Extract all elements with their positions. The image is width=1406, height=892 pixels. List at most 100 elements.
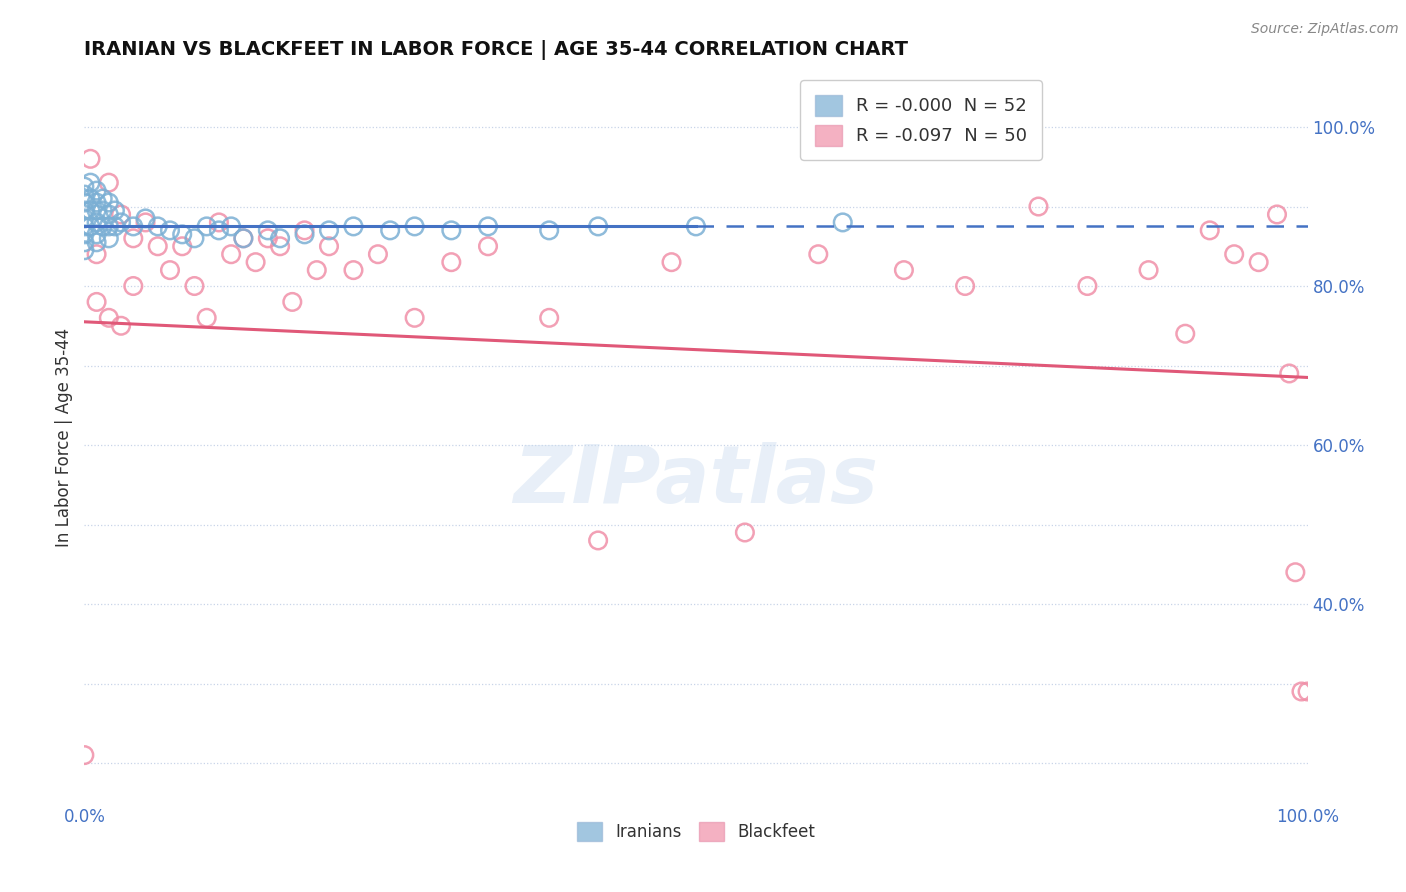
Point xyxy=(104,219,127,234)
Point xyxy=(1278,367,1301,381)
Point xyxy=(807,247,830,261)
Point xyxy=(1198,223,1220,237)
Point xyxy=(281,294,304,309)
Point xyxy=(122,231,145,245)
Point xyxy=(86,195,108,210)
Point xyxy=(97,219,120,234)
Point xyxy=(232,231,254,245)
Point xyxy=(122,279,145,293)
Point xyxy=(97,195,120,210)
Point xyxy=(245,255,267,269)
Point xyxy=(1076,279,1098,293)
Point xyxy=(404,310,426,325)
Point xyxy=(380,223,402,237)
Point xyxy=(97,176,120,190)
Point xyxy=(1223,247,1246,261)
Point xyxy=(73,195,96,210)
Point xyxy=(1284,566,1306,580)
Point xyxy=(86,184,108,198)
Point xyxy=(257,231,280,245)
Point xyxy=(269,231,291,245)
Point xyxy=(477,239,499,253)
Point xyxy=(477,219,499,234)
Point xyxy=(73,227,96,242)
Point xyxy=(1247,255,1270,269)
Y-axis label: In Labor Force | Age 35-44: In Labor Force | Age 35-44 xyxy=(55,327,73,547)
Point xyxy=(893,263,915,277)
Point xyxy=(318,223,340,237)
Point xyxy=(661,255,683,269)
Point xyxy=(1137,263,1160,277)
Point xyxy=(159,263,181,277)
Point xyxy=(172,239,194,253)
Point xyxy=(135,215,157,229)
Point xyxy=(831,215,853,229)
Point xyxy=(232,231,254,245)
Point xyxy=(97,207,120,221)
Point xyxy=(305,263,328,277)
Point xyxy=(1291,684,1313,698)
Point xyxy=(195,310,218,325)
Point xyxy=(79,203,101,218)
Point xyxy=(104,203,127,218)
Point xyxy=(110,318,132,333)
Point xyxy=(318,239,340,253)
Point xyxy=(73,748,96,763)
Point xyxy=(122,219,145,234)
Point xyxy=(86,215,108,229)
Point xyxy=(86,203,108,218)
Point xyxy=(73,187,96,202)
Point xyxy=(86,247,108,261)
Point xyxy=(86,227,108,242)
Point xyxy=(404,219,426,234)
Point xyxy=(73,219,96,234)
Legend: Iranians, Blackfeet: Iranians, Blackfeet xyxy=(569,814,823,849)
Point xyxy=(208,215,231,229)
Point xyxy=(1174,326,1197,341)
Point xyxy=(219,247,242,261)
Point xyxy=(440,255,463,269)
Point xyxy=(97,231,120,245)
Point xyxy=(146,239,169,253)
Point xyxy=(294,223,316,237)
Point xyxy=(440,223,463,237)
Point xyxy=(538,223,561,237)
Point xyxy=(195,219,218,234)
Point xyxy=(257,223,280,237)
Point xyxy=(183,231,205,245)
Point xyxy=(342,263,364,277)
Point xyxy=(79,219,101,234)
Point xyxy=(586,219,609,234)
Point xyxy=(172,227,194,242)
Point xyxy=(146,219,169,234)
Point xyxy=(294,227,316,242)
Point xyxy=(91,219,114,234)
Point xyxy=(734,525,756,540)
Point xyxy=(159,223,181,237)
Point xyxy=(73,244,96,258)
Point xyxy=(110,215,132,229)
Point xyxy=(586,533,609,548)
Point xyxy=(1296,684,1319,698)
Point xyxy=(367,247,389,261)
Point xyxy=(110,207,132,221)
Point xyxy=(342,219,364,234)
Point xyxy=(1028,200,1050,214)
Point xyxy=(183,279,205,293)
Point xyxy=(73,235,96,250)
Text: ZIPatlas: ZIPatlas xyxy=(513,442,879,520)
Point xyxy=(135,211,157,226)
Point xyxy=(73,203,96,218)
Point xyxy=(219,219,242,234)
Point xyxy=(79,152,101,166)
Text: Source: ZipAtlas.com: Source: ZipAtlas.com xyxy=(1251,22,1399,37)
Point xyxy=(685,219,707,234)
Point xyxy=(79,176,101,190)
Point xyxy=(208,223,231,237)
Point xyxy=(86,294,108,309)
Point xyxy=(269,239,291,253)
Point xyxy=(91,203,114,218)
Text: IRANIAN VS BLACKFEET IN LABOR FORCE | AGE 35-44 CORRELATION CHART: IRANIAN VS BLACKFEET IN LABOR FORCE | AG… xyxy=(84,39,908,60)
Point xyxy=(73,211,96,226)
Point xyxy=(79,192,101,206)
